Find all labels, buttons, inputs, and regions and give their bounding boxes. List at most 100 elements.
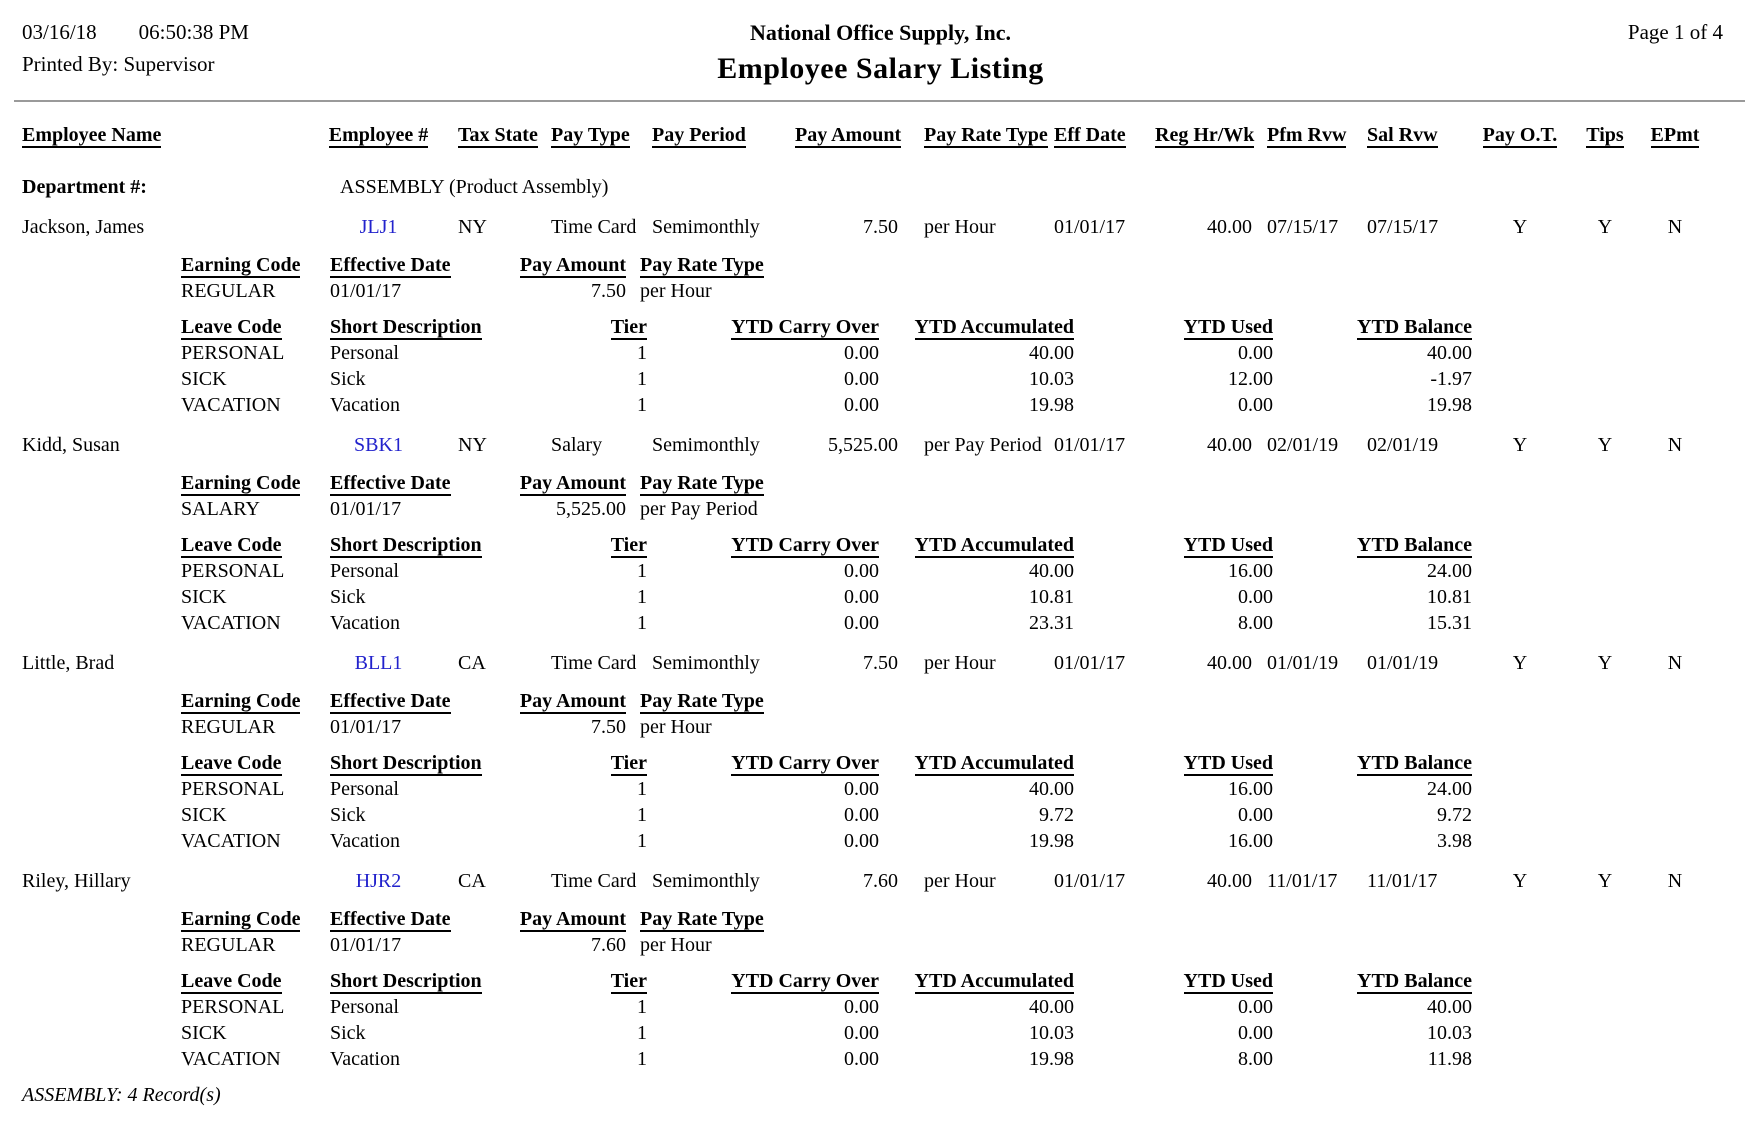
leave-ytd-used: 16.00 [1228, 830, 1273, 852]
sal-rvw-date: 11/01/17 [1367, 870, 1438, 892]
leave-ytd-accumulated: 10.03 [1029, 368, 1074, 390]
leave-code: PERSONAL [181, 342, 285, 364]
pay-period: Semimonthly [652, 870, 760, 892]
leave-row: VACATION Vacation 1 0.00 19.98 8.00 11.9… [181, 1046, 1739, 1072]
col-header-short-description: Short Description [330, 316, 482, 340]
earnings-section: Earning Code Effective Date Pay Amount P… [22, 470, 1739, 522]
leave-row: PERSONAL Personal 1 0.00 40.00 16.00 24.… [181, 558, 1739, 584]
employee-number-link[interactable]: JLJ1 [359, 216, 398, 238]
leave-ytd-carry-over: 0.00 [844, 1048, 879, 1070]
col-header-earning-code: Earning Code [181, 472, 301, 496]
col-header-ytd-carry-over: YTD Carry Over [731, 316, 879, 340]
tax-state: NY [458, 216, 487, 238]
leave-ytd-carry-over: 0.00 [844, 560, 879, 582]
leave-ytd-balance: 3.98 [1437, 830, 1472, 852]
earnings-row: REGULAR 01/01/17 7.50 per Hour [181, 278, 1739, 304]
col-header-earning-pay-amount: Pay Amount [519, 254, 626, 278]
pfm-rvw-date: 11/01/17 [1267, 870, 1338, 892]
col-header-sal-rvw: Sal Rvw [1367, 124, 1438, 148]
employee-block: Jackson, James JLJ1 NY Time Card Semimon… [22, 214, 1739, 418]
earning-pay-rate-type: per Pay Period [640, 498, 758, 520]
leave-code: VACATION [181, 612, 281, 634]
reg-hr-wk: 40.00 [1207, 870, 1252, 892]
employee-row: Little, Brad BLL1 CA Time Card Semimonth… [22, 650, 1739, 676]
pay-type: Time Card [551, 870, 637, 892]
leave-description: Sick [330, 804, 366, 826]
tips-flag: Y [1597, 652, 1613, 674]
pay-type: Time Card [551, 652, 637, 674]
col-header-earning-pay-amount: Pay Amount [519, 472, 626, 496]
earning-pay-rate-type: per Hour [640, 280, 712, 302]
col-header-short-description: Short Description [330, 970, 482, 994]
employee-name: Riley, Hillary [22, 870, 131, 892]
col-header-earning-code: Earning Code [181, 908, 301, 932]
leave-tier: 1 [637, 804, 647, 826]
col-header-pay-ot: Pay O.T. [1482, 124, 1558, 148]
leave-section: Leave Code Short Description Tier YTD Ca… [22, 532, 1739, 636]
leave-ytd-used: 0.00 [1238, 586, 1273, 608]
leave-ytd-carry-over: 0.00 [844, 778, 879, 800]
leave-ytd-used: 8.00 [1238, 1048, 1273, 1070]
col-header-eff-date: Eff Date [1054, 124, 1126, 148]
leave-ytd-balance: 10.81 [1427, 586, 1472, 608]
earnings-row: SALARY 01/01/17 5,525.00 per Pay Period [181, 496, 1739, 522]
employee-number-link[interactable]: BLL1 [354, 652, 403, 674]
employee-block: Little, Brad BLL1 CA Time Card Semimonth… [22, 650, 1739, 854]
leave-code: PERSONAL [181, 996, 285, 1018]
col-header-earning-pay-rate-type: Pay Rate Type [640, 254, 764, 278]
leave-ytd-accumulated: 40.00 [1029, 560, 1074, 582]
leave-ytd-accumulated: 19.98 [1029, 1048, 1074, 1070]
leave-ytd-accumulated: 9.72 [1039, 804, 1074, 826]
department-label: Department #: [22, 176, 147, 198]
leave-tier: 1 [637, 1022, 647, 1044]
pay-ot-flag: Y [1512, 216, 1528, 238]
employee-number-link[interactable]: HJR2 [355, 870, 402, 892]
sal-rvw-date: 01/01/19 [1367, 652, 1439, 674]
col-header-ytd-balance: YTD Balance [1357, 970, 1472, 994]
leave-ytd-carry-over: 0.00 [844, 586, 879, 608]
print-info: 03/16/18 06:50:38 PM Printed By: Supervis… [22, 20, 452, 77]
leave-tier: 1 [637, 342, 647, 364]
sal-rvw-date: 02/01/19 [1367, 434, 1439, 456]
department-row: Department #: ASSEMBLY (Product Assembly) [22, 174, 1739, 200]
eff-date: 01/01/17 [1054, 216, 1126, 238]
leave-description: Sick [330, 368, 366, 390]
col-header-tier: Tier [610, 970, 647, 994]
col-header-tax-state: Tax State [458, 124, 538, 148]
earning-pay-amount: 5,525.00 [556, 498, 626, 520]
title-block: National Office Supply, Inc. Employee Sa… [452, 20, 1309, 86]
leave-code: SICK [181, 586, 227, 608]
pay-rate-type: per Pay Period [924, 434, 1042, 456]
leave-ytd-balance: 9.72 [1437, 804, 1472, 826]
tips-flag: Y [1597, 434, 1613, 456]
pay-rate-type: per Hour [924, 652, 996, 674]
leave-tier: 1 [637, 368, 647, 390]
leave-ytd-used: 0.00 [1238, 1022, 1273, 1044]
printed-by: Printed By: Supervisor [22, 52, 215, 76]
epmt-flag: N [1667, 434, 1683, 456]
earnings-column-headers: Earning Code Effective Date Pay Amount P… [181, 470, 1739, 496]
col-header-leave-code: Leave Code [181, 534, 282, 558]
col-header-earning-pay-amount: Pay Amount [519, 908, 626, 932]
eff-date: 01/01/17 [1054, 652, 1126, 674]
leave-ytd-used: 0.00 [1238, 394, 1273, 416]
pay-ot-flag: Y [1512, 652, 1528, 674]
leave-ytd-accumulated: 19.98 [1029, 394, 1074, 416]
earnings-row: REGULAR 01/01/17 7.60 per Hour [181, 932, 1739, 958]
leave-code: SICK [181, 368, 227, 390]
sal-rvw-date: 07/15/17 [1367, 216, 1439, 238]
col-header-earning-effective-date: Effective Date [330, 690, 451, 714]
leave-description: Vacation [330, 612, 400, 634]
col-header-ytd-accumulated: YTD Accumulated [914, 752, 1074, 776]
employee-list: Jackson, James JLJ1 NY Time Card Semimon… [22, 214, 1739, 1072]
col-header-ytd-balance: YTD Balance [1357, 316, 1472, 340]
leave-code: SICK [181, 804, 227, 826]
col-header-ytd-balance: YTD Balance [1357, 752, 1472, 776]
page-indicator: Page 1 of 4 [1627, 20, 1723, 44]
leave-tier: 1 [637, 612, 647, 634]
reg-hr-wk: 40.00 [1207, 652, 1252, 674]
col-header-ytd-used: YTD Used [1183, 970, 1273, 994]
employee-number-link[interactable]: SBK1 [354, 434, 403, 456]
earnings-section: Earning Code Effective Date Pay Amount P… [22, 906, 1739, 958]
leave-ytd-balance: 40.00 [1427, 996, 1472, 1018]
